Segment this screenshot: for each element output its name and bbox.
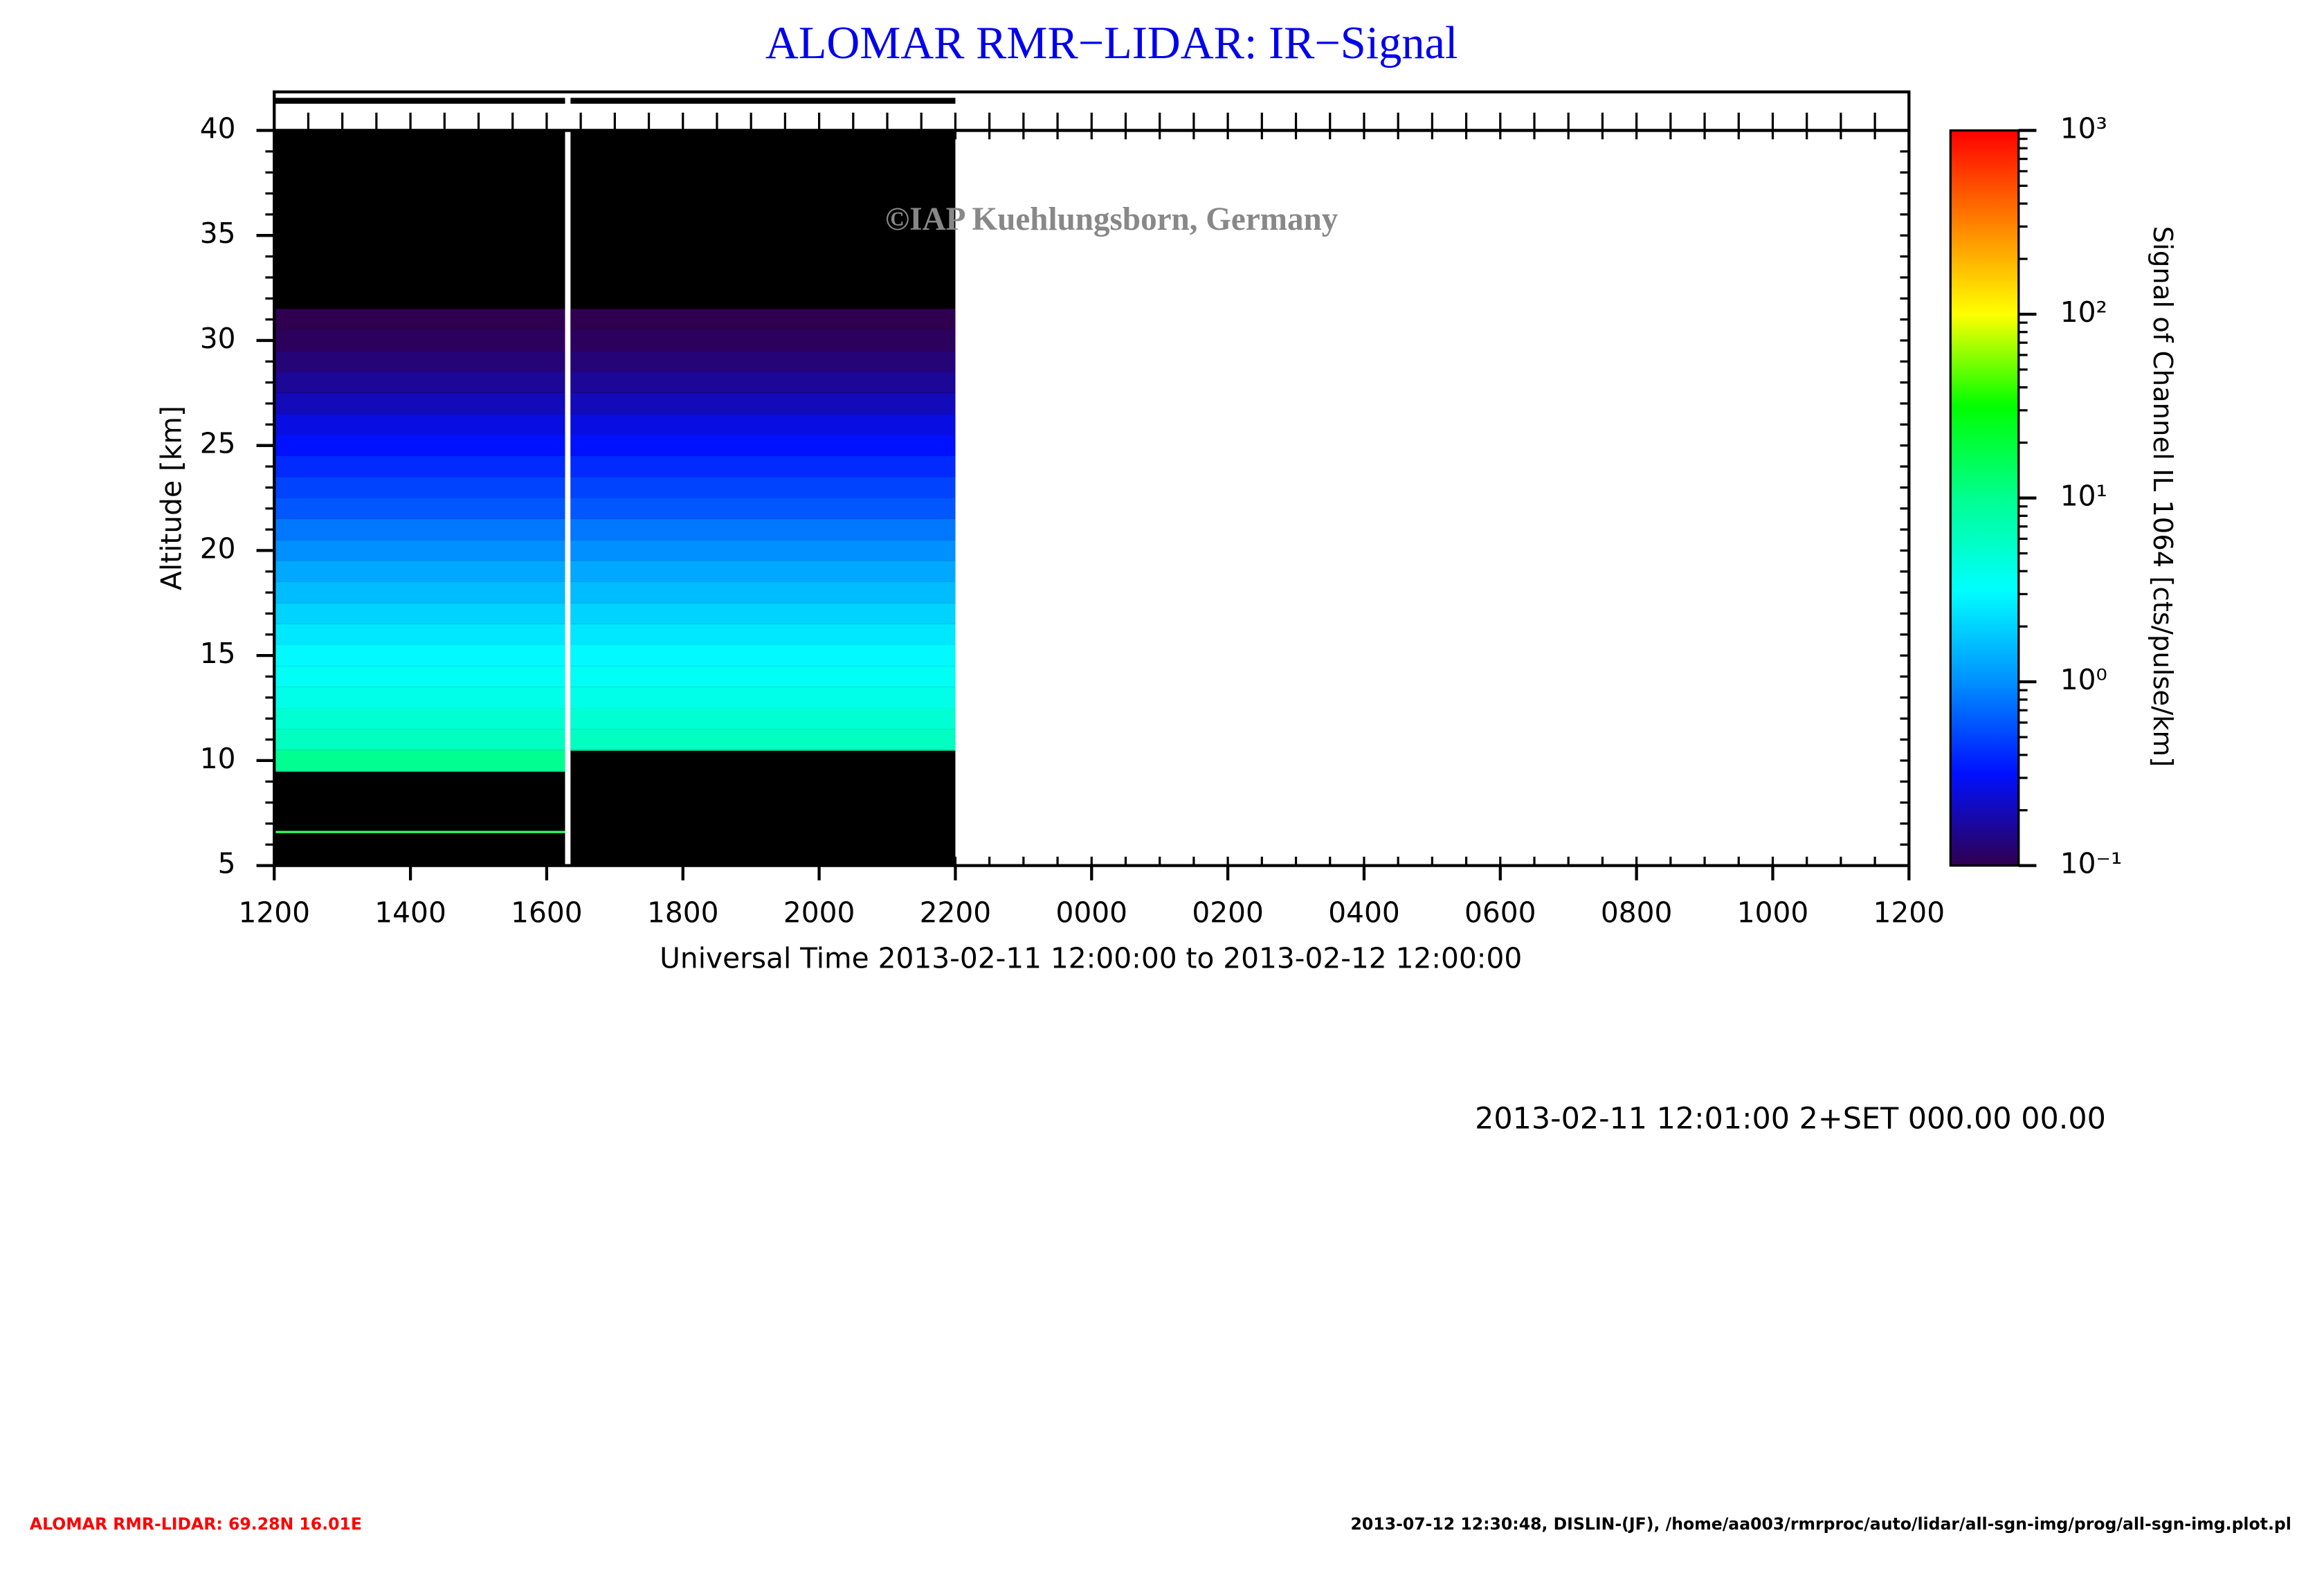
signal-band	[570, 309, 956, 330]
x-tick-label: 0200	[1192, 896, 1264, 929]
signal-band	[274, 581, 565, 604]
signal-band	[274, 351, 565, 372]
signal-band	[274, 666, 565, 687]
signal-band	[274, 477, 565, 498]
signal-band	[274, 455, 565, 478]
signal-band	[570, 498, 956, 519]
colorbar-tick-label: 10⁰	[2060, 663, 2107, 696]
x-tick-label: 0400	[1328, 896, 1400, 929]
signal-band	[570, 372, 956, 393]
x-tick-label: 2200	[920, 896, 992, 929]
signal-band	[274, 518, 565, 541]
colorbar-tick-label: 10³	[2060, 111, 2107, 145]
x-tick-label: 1800	[647, 896, 719, 929]
signal-band	[570, 687, 956, 709]
colorbar	[1949, 129, 2020, 867]
signal-band	[570, 392, 956, 415]
signal-band	[570, 477, 956, 498]
signal-band	[570, 603, 956, 624]
signal-band	[274, 624, 565, 645]
signal-band	[274, 561, 565, 582]
signal-band	[570, 518, 956, 541]
signal-band	[570, 329, 956, 352]
signal-band	[570, 351, 956, 372]
colorbar-label: Signal of Channel IL 1064 [cts/pulse/km]	[2147, 226, 2178, 767]
signal-band	[570, 644, 956, 666]
chart-title: ALOMAR RMR−LIDAR: IR−Signal	[765, 18, 1458, 69]
x-tick-label: 1400	[374, 896, 446, 929]
signal-band	[570, 708, 956, 729]
x-tick-label: 0000	[1056, 896, 1128, 929]
signal-band	[274, 603, 565, 624]
colorbar-tick-label: 10⁻¹	[2060, 847, 2123, 880]
x-tick-label: 1600	[511, 896, 583, 929]
footer-left: ALOMAR RMR-LIDAR: 69.28N 16.01E	[30, 1514, 362, 1534]
signal-band	[570, 435, 956, 456]
signal-band	[274, 309, 565, 330]
signal-band	[274, 729, 565, 750]
y-tick-label: 10	[200, 742, 236, 775]
signal-band	[570, 729, 956, 750]
x-tick-label: 0800	[1601, 896, 1673, 929]
signal-band	[570, 581, 956, 604]
signal-band	[570, 455, 956, 478]
y-tick-label: 15	[200, 637, 236, 670]
x-tick-label: 1200	[1873, 896, 1945, 929]
signal-band	[274, 435, 565, 456]
signal-band	[570, 624, 956, 645]
signal-band	[570, 540, 956, 561]
footer-right: 2013-07-12 12:30:48, DISLIN-(JF), /home/…	[1351, 1514, 2291, 1534]
y-tick-label: 5	[218, 847, 236, 880]
colorbar-tick-label: 10²	[2060, 296, 2107, 329]
y-axis-label: Altitude [km]	[155, 406, 188, 590]
signal-band	[274, 540, 565, 561]
signal-band	[570, 666, 956, 687]
signal-band	[274, 329, 565, 352]
signal-band	[274, 372, 565, 393]
signal-band	[274, 708, 565, 729]
signal-band	[274, 644, 565, 666]
signal-band	[274, 498, 565, 519]
x-tick-label: 1200	[238, 896, 310, 929]
y-tick-label: 35	[200, 217, 236, 250]
x-tick-label: 2000	[783, 896, 855, 929]
signal-band	[274, 392, 565, 415]
x-tick-label: 1000	[1737, 896, 1809, 929]
signal-band	[570, 414, 956, 435]
signal-band	[274, 687, 565, 709]
x-axis-label: Universal Time 2013-02-11 12:00:00 to 20…	[660, 942, 1522, 975]
signal-band	[274, 414, 565, 435]
y-tick-label: 20	[200, 532, 236, 565]
x-tick-label: 0600	[1464, 896, 1536, 929]
watermark: ©IAP Kuehlungsborn, Germany	[885, 201, 1338, 237]
y-tick-label: 30	[200, 322, 236, 355]
colorbar-tick-label: 10¹	[2060, 480, 2107, 513]
y-tick-label: 40	[200, 111, 236, 145]
footer-center: 2013-02-11 12:01:00 2+SET 000.00 00.00	[1475, 1101, 2106, 1136]
signal-band	[570, 561, 956, 582]
y-tick-label: 25	[200, 427, 236, 460]
signal-band	[274, 750, 565, 772]
